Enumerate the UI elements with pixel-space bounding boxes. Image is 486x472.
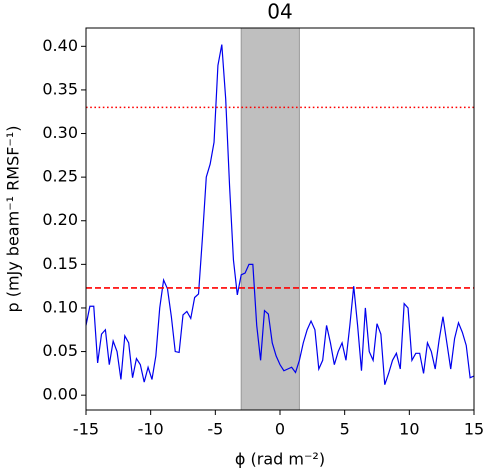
y-tick-label: 0.15 — [42, 254, 78, 273]
y-tick-label: 0.40 — [42, 36, 78, 55]
x-tick-label: 10 — [399, 420, 419, 439]
x-tick-label: 15 — [464, 420, 484, 439]
x-tick-label: 5 — [340, 420, 350, 439]
y-tick-label: 0.00 — [42, 385, 78, 404]
x-axis-label: ϕ (rad m⁻²) — [235, 450, 325, 469]
y-tick-label: 0.20 — [42, 210, 78, 229]
y-axis-label: p (mJy beam⁻¹ RMSF⁻¹) — [4, 125, 23, 312]
y-tick-label: 0.25 — [42, 167, 78, 186]
x-tick-label: 0 — [275, 420, 285, 439]
x-tick-label: -5 — [207, 420, 223, 439]
chart-title: 04 — [267, 0, 292, 24]
y-tick-label: 0.10 — [42, 297, 78, 316]
y-tick-label: 0.05 — [42, 341, 78, 360]
x-tick-label: -10 — [138, 420, 164, 439]
x-tick-label: -15 — [73, 420, 99, 439]
y-tick-label: 0.35 — [42, 79, 78, 98]
y-tick-label: 0.30 — [42, 123, 78, 142]
data-line — [85, 44, 475, 385]
shaded-span — [240, 27, 300, 411]
